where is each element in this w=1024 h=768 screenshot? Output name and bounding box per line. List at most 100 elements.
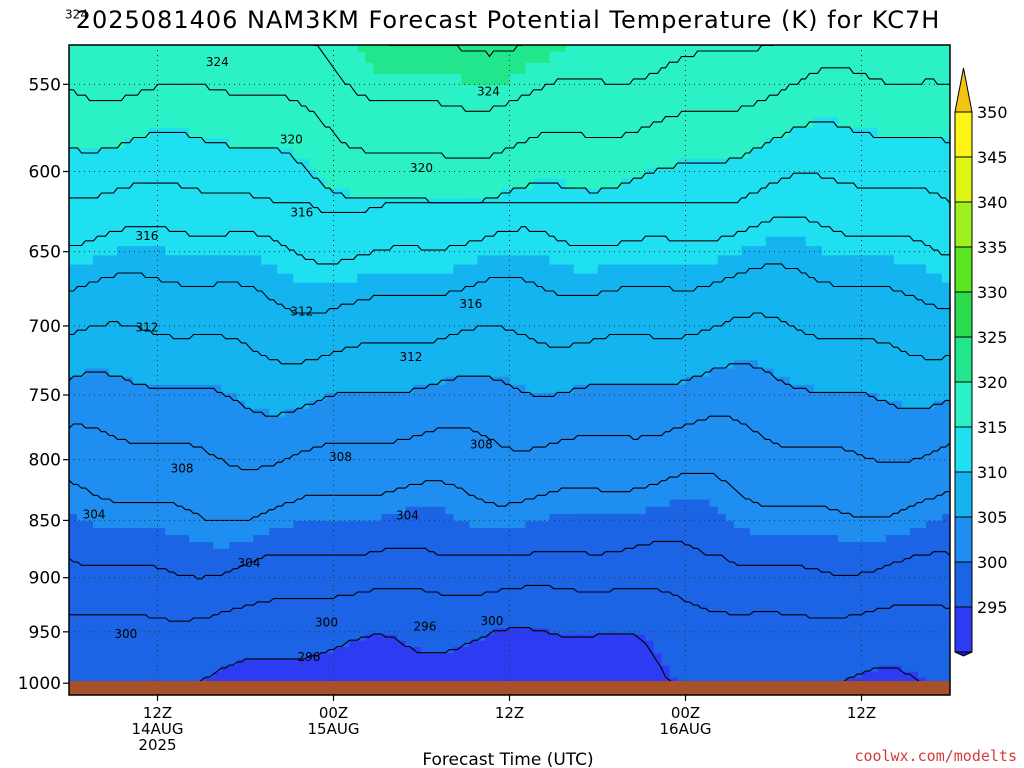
colorbar-label: 315 xyxy=(977,418,1008,437)
fill-cell xyxy=(669,45,679,169)
fill-cell xyxy=(445,197,455,274)
fill-cell xyxy=(277,147,286,274)
fill-cell xyxy=(429,652,439,695)
fill-cell xyxy=(557,178,567,265)
fill-cell xyxy=(149,127,158,247)
fill-cell xyxy=(557,633,567,695)
x-tick-label: 12Z xyxy=(143,704,172,722)
fill-cell xyxy=(573,188,583,274)
fill-cell xyxy=(645,263,655,385)
fill-cell xyxy=(789,236,799,385)
fill-cell xyxy=(845,254,855,393)
fill-cell xyxy=(910,527,919,672)
fill-cell xyxy=(589,188,599,274)
fill-cell xyxy=(837,392,847,542)
fill-cell xyxy=(445,513,455,654)
fill-cell xyxy=(117,527,126,695)
fill-cell xyxy=(613,188,623,265)
fill-cell xyxy=(621,178,631,265)
fill-cell xyxy=(869,541,879,672)
fill-cell xyxy=(413,73,423,199)
fill-cell xyxy=(421,197,431,274)
fill-cell xyxy=(477,84,487,199)
fill-cell xyxy=(93,147,102,256)
fill-cell xyxy=(493,527,503,629)
fill-cell xyxy=(357,392,367,522)
fill-cell xyxy=(301,45,311,159)
fill-cell xyxy=(517,527,527,629)
fill-cell xyxy=(301,0,310,5)
fill-cell xyxy=(205,254,214,385)
fill-cell xyxy=(405,392,415,507)
fill-cell xyxy=(101,45,110,149)
fill-cell xyxy=(157,527,166,695)
fill-cell xyxy=(77,520,86,695)
fill-cell xyxy=(637,178,647,265)
fill-cell xyxy=(69,513,78,695)
fill-cell xyxy=(85,368,94,522)
fill-cell xyxy=(285,0,294,5)
fill-cell xyxy=(597,263,607,385)
fill-cell xyxy=(645,384,655,507)
fill-cell xyxy=(573,513,583,635)
fill-cell xyxy=(541,627,551,695)
fill-cell xyxy=(365,62,375,199)
fill-cell xyxy=(285,408,294,529)
fill-cell xyxy=(237,541,246,660)
fill-cell xyxy=(285,658,294,695)
fill-cell xyxy=(77,147,86,265)
fill-cell xyxy=(557,263,567,393)
fill-cell xyxy=(213,254,222,385)
colorbar-cell xyxy=(954,336,973,383)
y-tick-label: 800 xyxy=(29,451,61,471)
fill-cell xyxy=(133,384,142,529)
contour-label: 312 xyxy=(135,320,158,334)
fill-cell xyxy=(173,384,182,536)
fill-cell xyxy=(453,73,463,199)
fill-cell xyxy=(365,273,375,393)
fill-cell xyxy=(509,45,519,75)
fill-cell xyxy=(453,376,463,522)
fill-cell xyxy=(773,45,783,139)
colorbar: 350 345 340 335 330 325 320 315 310 305 300 295 xyxy=(954,67,1008,657)
fill-cell xyxy=(421,652,431,695)
fill-cell xyxy=(245,45,254,149)
fill-cell xyxy=(285,45,294,149)
fill-cell xyxy=(445,73,455,199)
fill-cell xyxy=(893,400,903,536)
x-tick-label: 2025 xyxy=(138,736,176,754)
fill-cell xyxy=(301,520,311,660)
fill-cell xyxy=(918,263,927,409)
fill-cell xyxy=(653,506,663,654)
fill-cell xyxy=(661,263,671,385)
fill-cell xyxy=(765,45,775,139)
fill-cell xyxy=(229,147,238,256)
fill-cell xyxy=(373,45,383,74)
fill-cell xyxy=(749,45,759,149)
fill-cell xyxy=(709,368,719,507)
fill-cell xyxy=(389,197,399,274)
fill-cell xyxy=(333,520,343,648)
fill-cell xyxy=(429,273,439,385)
x-tick-label: 14AUG xyxy=(132,720,184,738)
fill-cell xyxy=(357,45,367,52)
fill-cell xyxy=(533,392,543,522)
fill-cell xyxy=(341,646,351,695)
y-tick-label: 650 xyxy=(29,243,61,263)
fill-cell xyxy=(565,633,575,695)
fill-cell xyxy=(749,147,759,247)
fill-cell xyxy=(773,236,783,377)
fill-cell xyxy=(469,45,479,86)
fill-cell xyxy=(677,499,687,695)
fill-cell xyxy=(725,158,735,256)
y-tick-label: 850 xyxy=(29,511,61,531)
fill-cell xyxy=(413,506,423,648)
fill-cell xyxy=(109,45,118,149)
fill-cell xyxy=(861,541,871,672)
fill-cell xyxy=(757,45,767,149)
y-tick-label: 700 xyxy=(29,317,61,337)
fill-cell xyxy=(229,392,238,542)
fill-cell xyxy=(437,45,447,75)
fill-cell xyxy=(757,147,767,247)
fill-cell xyxy=(93,254,102,369)
